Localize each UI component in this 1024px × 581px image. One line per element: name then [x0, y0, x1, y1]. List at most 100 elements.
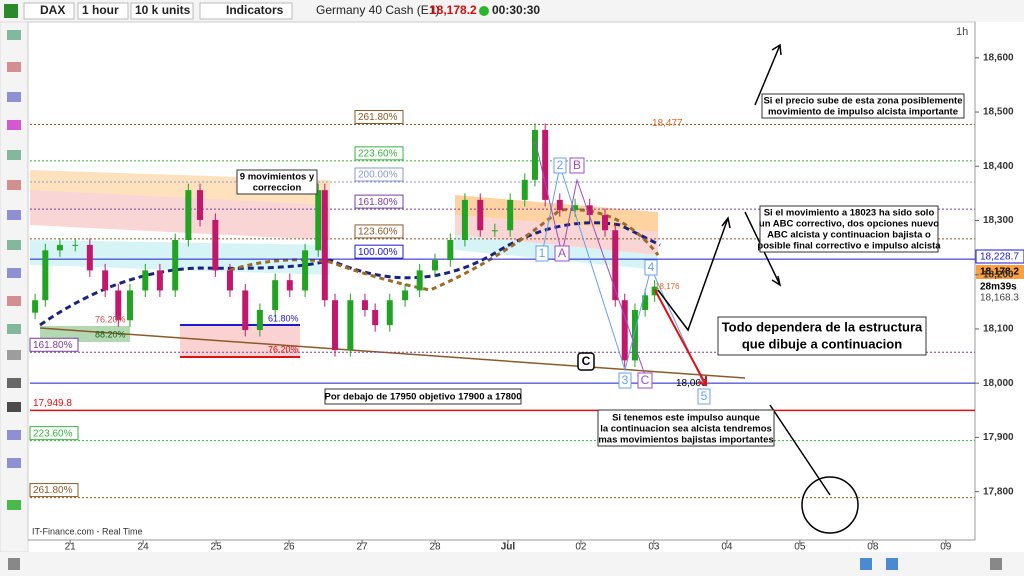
wave-label: 2	[557, 158, 564, 172]
price-marker-text: 18,178.2	[980, 267, 1019, 278]
price-marker-text: 18,168.3	[980, 293, 1019, 304]
candle-body	[432, 260, 438, 271]
candle-body	[602, 215, 609, 231]
candle-body	[142, 270, 149, 291]
candle-body	[521, 179, 528, 200]
annotation-text: Si tenemos este impulso aunque	[612, 413, 760, 424]
x-tick-label: 08	[867, 542, 879, 553]
x-tick-label: 04	[721, 542, 733, 553]
candle-body	[642, 295, 649, 310]
wave-label: C	[641, 373, 650, 387]
candle-body	[102, 270, 109, 291]
candle-body	[416, 270, 423, 291]
fib-label: 61.80%	[268, 313, 299, 323]
units[interactable]: 10 k units	[135, 3, 191, 17]
y-tick-label: 18,500	[983, 107, 1014, 118]
logo	[4, 4, 18, 18]
candle-body	[256, 309, 263, 331]
annotation-text: Por debajo de 17950 objetivo 17900 a 178…	[325, 392, 522, 403]
price-marker	[975, 249, 1024, 264]
units-select[interactable]	[130, 2, 194, 20]
countdown: 28m39s	[980, 282, 1017, 293]
level-label-box	[354, 167, 404, 182]
annotation: Por debajo de 17950 objetivo 17900 a 178…	[324, 388, 522, 405]
annotation-text: un ABC correctivo, dos opciones nuevo	[759, 219, 939, 230]
price-marker-text: 18,228.7	[980, 252, 1019, 263]
level-label: 223.60%	[358, 148, 398, 159]
candle-body	[42, 250, 49, 301]
period: 1h	[956, 26, 968, 38]
candle-body	[631, 309, 638, 361]
level-label-box	[29, 426, 79, 441]
indicators-button[interactable]	[199, 2, 293, 20]
market-name: Germany 40 Cash (E1)	[316, 3, 439, 17]
indicators[interactable]: Indicators	[226, 3, 284, 17]
target-circle	[801, 476, 859, 534]
wave-labels: 1 2 B A 3 C 4 5 C	[535, 157, 711, 405]
zone-box	[180, 325, 300, 357]
wave-label: 5	[701, 389, 708, 403]
annotation-text: la continuacion sea alcista tendremos	[600, 424, 772, 435]
annotation: Todo dependera de la estructura que dibu…	[717, 316, 927, 356]
y-tick-label: 18,100	[983, 324, 1014, 335]
wave-label: B	[573, 158, 581, 172]
x-tick-label: 05	[794, 542, 806, 553]
status-dot	[479, 6, 489, 16]
level-label-box	[354, 224, 404, 239]
timeframe[interactable]: 1 hour	[82, 3, 119, 17]
annotation-text: mas movimientos bajistas importantes	[598, 435, 773, 446]
candle-body	[115, 290, 122, 321]
timer: 00:30:30	[492, 3, 540, 17]
x-tick-label: 03	[648, 542, 660, 553]
annotation-text: Si el movimiento a 18023 ha sido solo	[764, 208, 935, 219]
bottom-toolbar	[0, 552, 1024, 576]
price-tag: 18,176	[655, 282, 680, 291]
instrument-select[interactable]	[23, 2, 75, 20]
timeframe-select[interactable]	[77, 2, 129, 20]
candle-body	[242, 290, 249, 331]
instrument[interactable]: DAX	[40, 3, 65, 17]
x-tick-label: Jul	[501, 542, 516, 553]
bottom-tools[interactable]	[8, 558, 1002, 570]
annotation-text: 9 movimientos y	[240, 172, 315, 183]
level-label-box	[29, 337, 79, 352]
fib-label: 88.20%	[95, 329, 126, 339]
level-label: 161.80%	[33, 340, 73, 351]
drawing-tools[interactable]	[7, 30, 21, 510]
wave-label: 1	[539, 246, 546, 260]
fib-label: 76.20%	[95, 314, 126, 324]
x-tick-label: 28	[429, 542, 441, 553]
x-tick-label: 27	[356, 542, 368, 553]
x-tick-label: 25	[211, 542, 223, 553]
trend-line	[39, 327, 746, 379]
plot: 261.80%18,477223.60%200.00%161.80%123.60…	[29, 110, 975, 499]
candle-body	[572, 205, 579, 211]
y-tick-label: 17,900	[983, 432, 1014, 443]
price-marker	[976, 265, 1024, 279]
annotation-text: Si el precio sube de esta zona posibleme…	[763, 96, 962, 107]
annotation: Si el movimiento a 18023 ha sido solo un…	[757, 205, 941, 253]
candle-body	[156, 270, 163, 291]
level-price-label: 18,000	[676, 378, 707, 389]
candle-body	[332, 300, 339, 351]
annotation: 9 movimientos y correccion	[236, 169, 318, 195]
candle-body	[461, 199, 468, 241]
x-tick-label: 26	[283, 542, 295, 553]
wave-label: 4	[648, 260, 655, 274]
candle-body	[286, 280, 293, 291]
candle-body	[302, 250, 309, 291]
candle-body	[347, 300, 354, 351]
last-price: 18,178.2	[430, 3, 477, 17]
x-tick-label: 02	[575, 542, 587, 553]
candle-body	[612, 230, 619, 301]
candle-body	[402, 290, 409, 301]
candle-body	[32, 300, 39, 313]
level-label: 123.60%	[358, 227, 398, 238]
level-label: 261.80%	[33, 485, 73, 496]
level-label-box	[354, 194, 404, 209]
annotation: Si el precio sube de esta zona posibleme…	[761, 93, 965, 119]
wave-path-2	[534, 139, 646, 376]
wave-label: 3	[622, 373, 629, 387]
level-label: 223.60%	[33, 428, 73, 439]
